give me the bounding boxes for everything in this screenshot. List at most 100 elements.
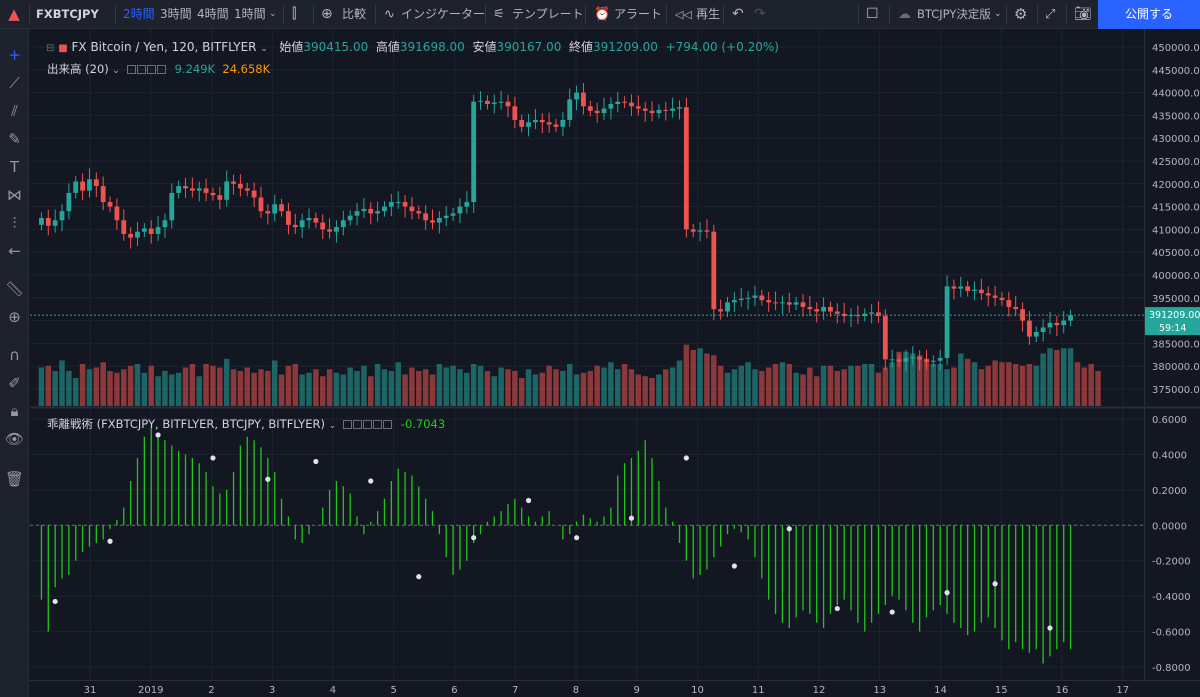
pattern-icon[interactable]: ⋈ [7, 186, 22, 204]
source-icon[interactable] [147, 65, 157, 74]
trend-line-icon[interactable]: ⟋ [9, 74, 20, 92]
candle-body [738, 298, 744, 301]
indicators-icon[interactable]: ∿ [384, 7, 395, 22]
volume-bar [669, 367, 676, 406]
oscillator-dot [52, 598, 58, 605]
candle-body [52, 220, 58, 226]
chart-canvas[interactable]: 450000.00 445000.00 440000.00 435000.00 4300… [30, 29, 1200, 697]
candle-body [951, 286, 957, 289]
volume-bar [1047, 348, 1053, 406]
volume-bar [587, 371, 594, 406]
redo-icon[interactable]: ↷ [754, 6, 766, 22]
candle-body [272, 204, 278, 214]
volume-bar [923, 358, 930, 406]
expand-icon[interactable]: ⤢ [1045, 7, 1056, 22]
volume-bar [875, 372, 882, 406]
interval-3h[interactable]: 3時間 [160, 7, 192, 21]
settings-icon[interactable] [353, 420, 363, 429]
brush-icon[interactable]: ✎ [8, 130, 21, 148]
oscillator-dot [834, 605, 840, 612]
templates-button[interactable]: テンプレート [512, 7, 584, 21]
logo-icon[interactable]: ▲ [8, 5, 20, 23]
candle-body [656, 109, 662, 114]
interval-1h[interactable]: 1時間 [234, 7, 266, 21]
trash-icon[interactable]: 🗑︎ [4, 470, 25, 488]
collapse-icon[interactable]: ⊟ [46, 43, 55, 54]
replay-icon[interactable]: ◁◁ [675, 8, 692, 21]
volume-bar [827, 365, 834, 406]
series-menu-icon[interactable]: ⌄ [260, 44, 268, 54]
candle-body [114, 206, 120, 221]
alert-button[interactable]: アラート [614, 7, 663, 21]
volume-label[interactable]: 出来高 (20) [47, 62, 109, 76]
zoom-icon[interactable]: ⊕ [8, 308, 21, 326]
candle-body [985, 293, 991, 296]
lock-icon[interactable]: 🔒︎ [10, 402, 19, 420]
volume-bar [951, 367, 957, 406]
chart-type-candles-icon[interactable]: ⫿ [292, 6, 297, 22]
publish-button[interactable]: 公開する [1098, 0, 1200, 29]
visibility-icon[interactable] [127, 65, 137, 74]
layout-name[interactable]: BTCJPY決定版 [917, 7, 991, 21]
settings-icon[interactable] [137, 65, 147, 74]
text-tool-icon[interactable]: T [9, 158, 20, 176]
volume-bar [210, 365, 216, 406]
osc-tick-label: 0.6000 [1152, 415, 1187, 426]
candle-body [1013, 306, 1019, 310]
volume-bar [813, 376, 820, 406]
volume-bar [999, 362, 1005, 406]
interval-2h[interactable]: 2時間 [123, 7, 155, 21]
settings-gear-icon[interactable]: ⚙ [1014, 5, 1028, 23]
compare-plus-icon[interactable]: ⊕ [321, 6, 333, 22]
ruler-icon[interactable]: 📏︎ [4, 280, 25, 298]
pitchfork-icon[interactable]: ⫽ [11, 102, 18, 120]
divider [375, 5, 376, 24]
low-label: 安値 [472, 40, 497, 54]
oscillator-dot [416, 574, 422, 580]
stay-drawing-icon[interactable]: ✐ [8, 374, 21, 392]
add-icon[interactable] [373, 420, 383, 429]
prediction-icon[interactable]: ⫶ [12, 214, 17, 232]
symbol-search[interactable]: FXBTCJPY [36, 7, 99, 21]
series-title[interactable]: FX Bitcoin / Yen, 120, BITFLYER [71, 40, 257, 54]
templates-icon[interactable]: ⚟ [493, 7, 505, 22]
time-tick-label: 7 [512, 685, 518, 696]
camera-icon[interactable]: 📷︎ [1074, 6, 1092, 22]
back-arrow-icon[interactable]: ← [8, 242, 21, 260]
more-icon[interactable] [157, 65, 167, 74]
candle-body [491, 102, 497, 104]
crosshair-icon[interactable]: + [8, 46, 21, 64]
volume-bar [971, 362, 978, 406]
volume-bar [450, 365, 456, 406]
source-icon[interactable] [363, 420, 373, 429]
candle-body [416, 211, 422, 214]
magnet-icon[interactable]: ∩ [9, 346, 20, 364]
candle-body [292, 224, 298, 228]
visibility-icon[interactable] [343, 420, 353, 429]
chart-area[interactable]: 450000.00 445000.00 440000.00 435000.00 4300… [30, 29, 1200, 697]
volume-bar [237, 371, 244, 406]
volume-bar [388, 371, 395, 406]
volume-bar [978, 369, 985, 406]
oscillator-label[interactable]: 乖離戦術 (FXBTCJPY, BITFLYER, BTCJPY, BITFLY… [47, 417, 325, 431]
interval-4h[interactable]: 4時間 [197, 7, 229, 21]
compare-button[interactable]: 比較 [342, 7, 367, 21]
volume-menu-icon[interactable]: ⌄ [112, 66, 120, 76]
volume-bar [498, 367, 504, 406]
time-tick-label: 14 [934, 685, 947, 696]
oscillator-menu-icon[interactable]: ⌄ [328, 421, 337, 431]
fullscreen-toggle-icon[interactable]: ☐ [866, 6, 879, 22]
eye-icon[interactable]: 👁︎ [4, 430, 25, 448]
layout-dropdown-icon[interactable]: ⌄ [994, 9, 1002, 19]
countdown-label: 59:14 [1159, 323, 1186, 334]
interval-dropdown-icon[interactable]: ⌄ [269, 9, 277, 19]
more-icon[interactable] [383, 420, 393, 429]
replay-button[interactable]: 再生 [696, 7, 721, 21]
undo-icon[interactable]: ↶ [732, 6, 744, 22]
volume-bar [1026, 364, 1033, 406]
oscillator-dot [628, 515, 635, 521]
indicators-button[interactable]: インジケーター [401, 7, 486, 21]
volume-bar [155, 376, 161, 406]
alert-clock-icon[interactable]: ⏰ [594, 7, 611, 22]
volume-bar [292, 364, 299, 406]
